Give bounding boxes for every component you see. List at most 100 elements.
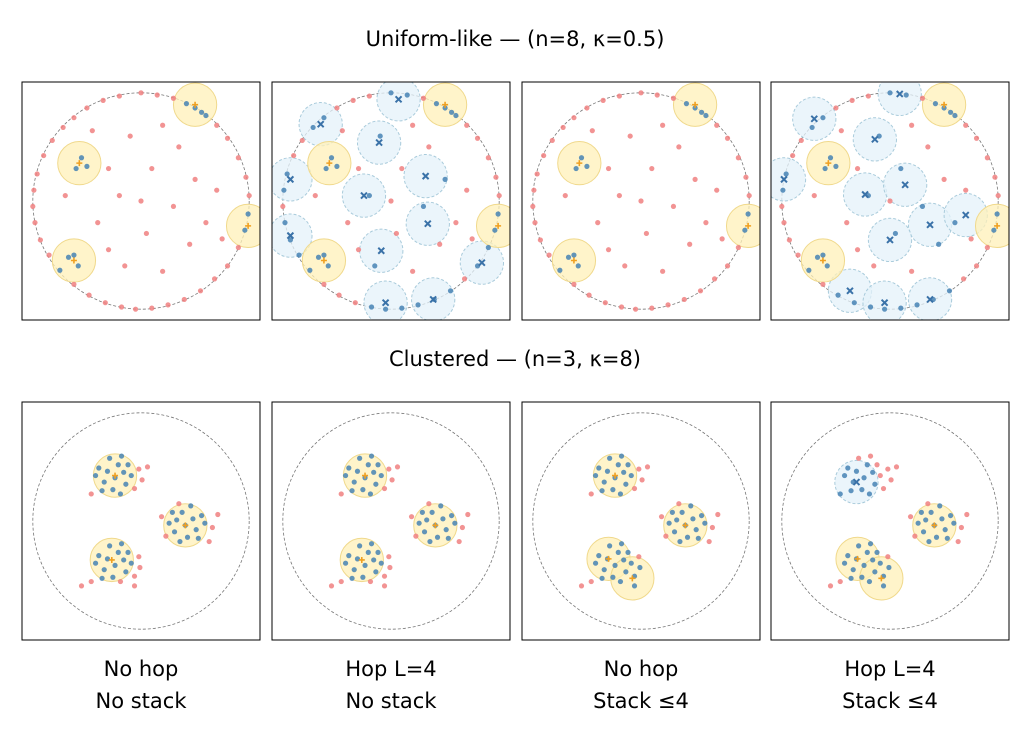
point — [625, 549, 631, 555]
point — [870, 469, 876, 475]
point — [445, 535, 451, 541]
point — [367, 491, 374, 497]
hop-center — [871, 135, 879, 144]
panel-area — [781, 412, 999, 630]
point — [565, 254, 572, 260]
point — [101, 479, 107, 485]
point — [84, 105, 90, 111]
point — [637, 564, 643, 571]
point — [898, 165, 904, 172]
point — [224, 135, 231, 141]
point — [867, 541, 874, 547]
unit-disk — [282, 92, 500, 310]
station-center — [182, 522, 189, 529]
panel-frame — [770, 401, 1010, 641]
point — [287, 237, 293, 243]
point — [71, 281, 77, 287]
point — [790, 152, 796, 159]
column-label: Hop L=4 — [844, 657, 935, 681]
point — [848, 488, 854, 494]
point — [841, 472, 848, 479]
point — [848, 575, 854, 581]
point — [310, 124, 316, 131]
point — [995, 192, 1001, 199]
point — [368, 453, 375, 459]
point — [118, 453, 125, 459]
point — [57, 267, 63, 273]
point — [874, 462, 880, 468]
point — [323, 165, 329, 172]
point — [387, 564, 393, 571]
point — [367, 578, 374, 585]
point — [121, 557, 127, 563]
panel-frame — [21, 81, 261, 321]
point — [914, 302, 920, 308]
point — [176, 501, 182, 507]
point — [639, 477, 645, 483]
point — [246, 192, 252, 199]
point — [909, 122, 915, 128]
point — [123, 481, 129, 487]
point — [681, 296, 687, 303]
point — [947, 512, 954, 519]
panel — [21, 81, 261, 321]
unit-disk — [781, 92, 999, 310]
panel-frame — [21, 401, 261, 641]
point — [160, 268, 166, 274]
point — [34, 171, 40, 177]
point — [352, 300, 358, 306]
point — [117, 578, 124, 585]
point — [381, 573, 388, 579]
point — [115, 549, 121, 555]
point — [192, 176, 198, 182]
point — [851, 300, 857, 306]
hop-area — [771, 157, 807, 202]
panel-frame — [271, 81, 511, 321]
point — [354, 556, 361, 562]
point — [188, 503, 194, 509]
panel-area — [30, 82, 260, 312]
point — [195, 535, 201, 541]
point — [623, 481, 629, 487]
point — [795, 252, 801, 258]
point — [321, 281, 327, 287]
hop-center — [852, 478, 861, 486]
point — [144, 464, 151, 470]
point — [421, 529, 428, 535]
point — [692, 176, 698, 182]
point — [811, 192, 817, 199]
point — [571, 281, 577, 287]
point — [735, 155, 741, 161]
point — [951, 520, 957, 526]
point — [170, 95, 177, 101]
point — [676, 501, 682, 507]
point — [131, 583, 138, 589]
point — [342, 560, 349, 566]
point — [312, 192, 318, 199]
panel — [770, 401, 1010, 641]
point — [214, 122, 220, 128]
point — [115, 462, 121, 468]
point — [149, 165, 155, 172]
point — [349, 575, 355, 581]
point — [531, 187, 537, 193]
point — [84, 163, 90, 169]
point — [692, 105, 698, 111]
point — [886, 564, 892, 571]
point — [745, 211, 751, 217]
hop-center — [880, 298, 889, 307]
point — [96, 553, 102, 559]
point — [32, 220, 38, 226]
station-center — [108, 556, 115, 563]
point — [632, 306, 639, 312]
point — [127, 133, 133, 139]
point — [854, 247, 861, 253]
point — [434, 534, 441, 540]
point — [165, 302, 171, 308]
hop-center — [394, 95, 403, 104]
point — [351, 479, 357, 485]
point — [372, 263, 378, 269]
point — [386, 554, 392, 560]
point — [442, 105, 448, 111]
point — [438, 503, 444, 509]
